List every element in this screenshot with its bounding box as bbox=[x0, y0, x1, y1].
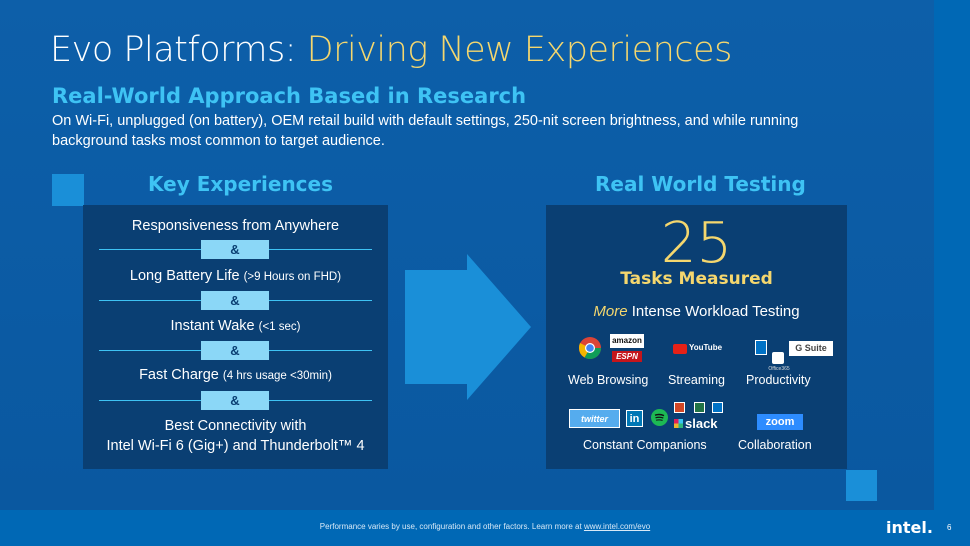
experience-battery: Long Battery Life (>9 Hours on FHD) bbox=[83, 268, 388, 284]
experience-text: Best Connectivity with bbox=[164, 418, 307, 434]
experience-connectivity: Best Connectivity with bbox=[83, 418, 388, 434]
twitter-logo: twitter bbox=[569, 409, 620, 428]
decor-square-left bbox=[52, 174, 84, 206]
outlook-small-icon bbox=[712, 402, 723, 413]
experience-wake: Instant Wake (<1 sec) bbox=[83, 318, 388, 334]
office-icon bbox=[772, 352, 784, 364]
category-streaming: Streaming bbox=[668, 373, 725, 387]
category-web-browsing: Web Browsing bbox=[568, 373, 649, 387]
slack-text: slack bbox=[685, 416, 718, 431]
experience-note: (<1 sec) bbox=[258, 321, 301, 333]
slide-side-strip bbox=[934, 0, 970, 510]
ppt-icon bbox=[674, 402, 685, 413]
youtube-logo: YouTube bbox=[673, 343, 723, 355]
experience-responsiveness: Responsiveness from Anywhere bbox=[83, 218, 388, 234]
office-apps-icons bbox=[674, 402, 726, 413]
workload-emphasis: More bbox=[593, 303, 628, 320]
youtube-text: YouTube bbox=[689, 343, 723, 352]
excel-icon bbox=[694, 402, 705, 413]
linkedin-logo: in bbox=[626, 410, 643, 427]
espn-logo: ESPN bbox=[612, 351, 642, 362]
spotify-icon bbox=[651, 409, 668, 426]
workload-label: More Intense Workload Testing bbox=[546, 303, 847, 320]
tasks-count: 25 bbox=[660, 211, 733, 276]
outlook-icon bbox=[755, 340, 767, 355]
gsuite-logo: G Suite bbox=[789, 341, 833, 356]
footer-bar bbox=[0, 510, 970, 546]
key-experiences-heading: Key Experiences bbox=[148, 172, 333, 196]
youtube-play-icon bbox=[673, 344, 687, 354]
subtitle: Real-World Approach Based in Research bbox=[52, 84, 527, 108]
amp-badge: & bbox=[201, 291, 269, 310]
experience-text: Responsiveness from Anywhere bbox=[131, 218, 340, 234]
zoom-logo: zoom bbox=[757, 414, 803, 430]
tasks-label: Tasks Measured bbox=[620, 269, 773, 289]
experience-text: Fast Charge bbox=[139, 367, 223, 383]
category-collaboration: Collaboration bbox=[738, 438, 812, 452]
footer-link[interactable]: www.intel.com/evo bbox=[583, 522, 651, 531]
footer-note-text: Performance varies by use, configuration… bbox=[319, 522, 584, 531]
office-label: Office365 bbox=[768, 366, 790, 372]
category-productivity: Productivity bbox=[746, 373, 811, 387]
page-number: 6 bbox=[947, 523, 952, 532]
key-experiences-panel: Responsiveness from Anywhere & Long Batt… bbox=[83, 205, 388, 469]
experience-text: Instant Wake bbox=[170, 318, 259, 334]
experience-text: Long Battery Life bbox=[129, 268, 244, 284]
workload-text: Intense Workload Testing bbox=[627, 303, 800, 320]
title-main: Evo Platforms: bbox=[50, 30, 307, 70]
real-world-heading: Real World Testing bbox=[595, 172, 806, 196]
amp-badge: & bbox=[201, 341, 269, 360]
experience-note: (4 hrs usage <30min) bbox=[222, 370, 332, 382]
chrome-icon bbox=[578, 337, 601, 359]
arrow-right-icon bbox=[405, 254, 531, 400]
footer-note: Performance varies by use, configuration… bbox=[0, 522, 970, 531]
slack-logo: slack bbox=[674, 416, 726, 431]
amp-badge: & bbox=[201, 240, 269, 259]
experience-connectivity-detail: Intel Wi-Fi 6 (Gig+) and Thunderbolt™ 4 bbox=[106, 438, 365, 454]
category-constant-companions: Constant Companions bbox=[583, 438, 707, 452]
decor-square-right bbox=[846, 470, 877, 501]
experience-note: (>9 Hours on FHD) bbox=[243, 271, 342, 283]
description: On Wi-Fi, unplugged (on battery), OEM re… bbox=[52, 113, 799, 149]
title-accent: Driving New Experiences bbox=[306, 30, 733, 70]
real-world-panel: 25 Tasks Measured More Intense Workload … bbox=[546, 205, 847, 469]
slack-icon bbox=[674, 419, 683, 428]
intel-logo: intel. bbox=[886, 518, 933, 537]
page-title: Evo Platforms: Driving New Experiences bbox=[50, 30, 732, 70]
amp-badge: & bbox=[201, 391, 269, 410]
amazon-logo: amazon bbox=[610, 334, 644, 348]
experience-charge: Fast Charge (4 hrs usage <30min) bbox=[83, 367, 388, 383]
